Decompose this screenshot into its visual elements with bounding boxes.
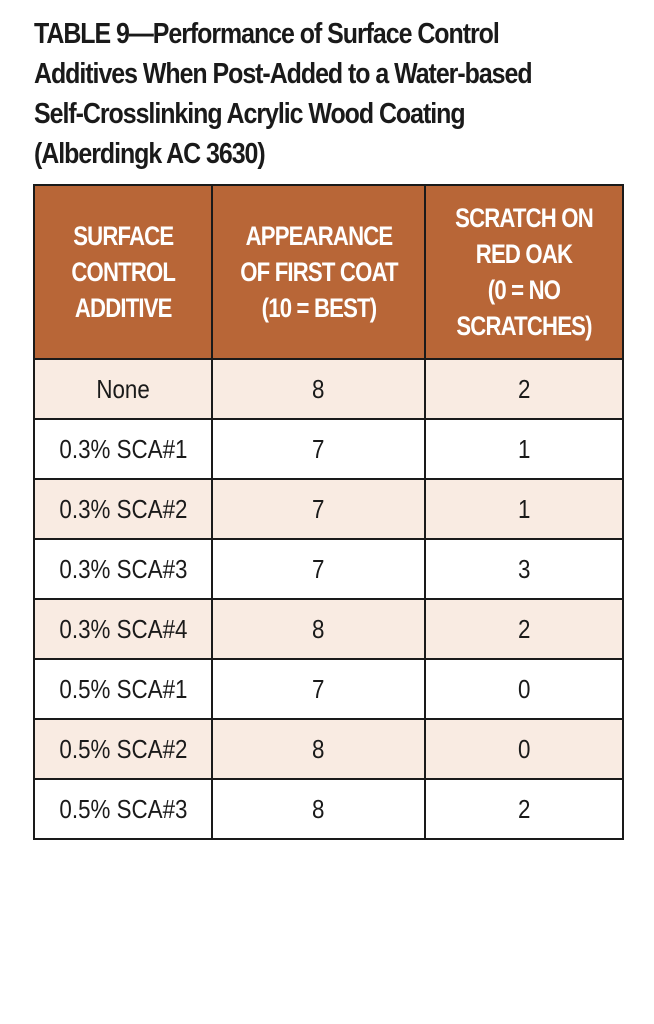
title-line: TABLE 9—Performance of Surface Control	[34, 18, 500, 50]
scratch-value: 2	[517, 613, 531, 644]
header-line: SCRATCH ON	[455, 203, 594, 233]
additive-cell: 0.3% SCA#3	[33, 538, 213, 600]
additive-value: None	[96, 373, 150, 404]
appearance-value: 8	[312, 613, 325, 644]
table-title: TABLE 9—Performance of Surface Control A…	[34, 14, 550, 174]
scratch-value: 1	[517, 433, 531, 464]
scratch-value: 0	[517, 673, 531, 704]
scratch-cell: 2	[424, 598, 624, 660]
header-row: SURFACE CONTROL ADDITIVE APPEARANCE OF F…	[33, 184, 624, 360]
header-line: SCRATCHES)	[456, 311, 592, 341]
appearance-cell: 8	[211, 358, 426, 420]
additive-cell: 0.5% SCA#3	[33, 778, 213, 840]
column-header-surface-control-additive: SURFACE CONTROL ADDITIVE	[33, 184, 213, 360]
additive-value: 0.5% SCA#2	[58, 733, 188, 764]
scratch-value: 3	[517, 553, 531, 584]
header-line: (0 = NO	[487, 275, 561, 305]
header-line: CONTROL	[71, 257, 176, 287]
additive-value: 0.3% SCA#1	[58, 433, 188, 464]
appearance-value: 7	[312, 553, 325, 584]
scratch-cell: 0	[424, 718, 624, 780]
title-line: Self-Crosslinking Acrylic Wood Coating	[34, 98, 466, 130]
appearance-cell: 7	[211, 418, 426, 480]
scratch-cell: 2	[424, 358, 624, 420]
table-row: 0.3% SCA#1 7 1	[33, 418, 624, 480]
appearance-cell: 7	[211, 538, 426, 600]
scratch-value: 2	[517, 373, 531, 404]
appearance-cell: 7	[211, 658, 426, 720]
additive-cell: None	[33, 358, 213, 420]
header-line: RED OAK	[475, 239, 573, 269]
header-line: APPEARANCE	[245, 221, 393, 251]
additive-cell: 0.5% SCA#2	[33, 718, 213, 780]
header-line: SURFACE	[72, 221, 174, 251]
table-row: 0.3% SCA#3 7 3	[33, 538, 624, 600]
additive-value: 0.3% SCA#3	[58, 553, 188, 584]
appearance-cell: 8	[211, 598, 426, 660]
scratch-value: 0	[517, 733, 531, 764]
appearance-cell: 8	[211, 778, 426, 840]
title-line: (Alberdingk AC 3630)	[34, 138, 266, 170]
appearance-value: 8	[312, 793, 325, 824]
table-row: 0.3% SCA#4 8 2	[33, 598, 624, 660]
additive-cell: 0.3% SCA#1	[33, 418, 213, 480]
additive-value: 0.3% SCA#2	[58, 493, 188, 524]
table-row: 0.5% SCA#2 8 0	[33, 718, 624, 780]
header-line: (10 = BEST)	[261, 293, 376, 323]
additive-cell: 0.3% SCA#4	[33, 598, 213, 660]
table-row: 0.3% SCA#2 7 1	[33, 478, 624, 540]
scratch-cell: 1	[424, 478, 624, 540]
table-row: 0.5% SCA#3 8 2	[33, 778, 624, 840]
table-row: 0.5% SCA#1 7 0	[33, 658, 624, 720]
table-body: None 8 2 0.3% SCA#1 7 1 0.3% SCA#2 7 1 0…	[33, 358, 624, 840]
additive-cell: 0.3% SCA#2	[33, 478, 213, 540]
title-line: Additives When Post-Added to a Water-bas…	[34, 58, 533, 90]
column-header-scratch: SCRATCH ON RED OAK (0 = NO SCRATCHES)	[424, 184, 624, 360]
additive-value: 0.3% SCA#4	[58, 613, 188, 644]
appearance-value: 7	[312, 493, 325, 524]
table-header: SURFACE CONTROL ADDITIVE APPEARANCE OF F…	[33, 184, 624, 360]
additive-cell: 0.5% SCA#1	[33, 658, 213, 720]
scratch-value: 2	[517, 793, 531, 824]
additive-value: 0.5% SCA#1	[58, 673, 188, 704]
appearance-value: 7	[312, 673, 325, 704]
appearance-cell: 8	[211, 718, 426, 780]
scratch-cell: 0	[424, 658, 624, 720]
appearance-cell: 7	[211, 478, 426, 540]
appearance-value: 8	[312, 733, 325, 764]
header-line: OF FIRST COAT	[239, 257, 398, 287]
appearance-value: 7	[312, 433, 325, 464]
scratch-cell: 2	[424, 778, 624, 840]
additive-value: 0.5% SCA#3	[58, 793, 188, 824]
scratch-cell: 1	[424, 418, 624, 480]
column-header-appearance: APPEARANCE OF FIRST COAT (10 = BEST)	[211, 184, 426, 360]
performance-table: SURFACE CONTROL ADDITIVE APPEARANCE OF F…	[33, 184, 624, 840]
scratch-cell: 3	[424, 538, 624, 600]
scratch-value: 1	[517, 493, 531, 524]
appearance-value: 8	[312, 373, 325, 404]
table-row: None 8 2	[33, 358, 624, 420]
header-line: ADDITIVE	[74, 293, 173, 323]
